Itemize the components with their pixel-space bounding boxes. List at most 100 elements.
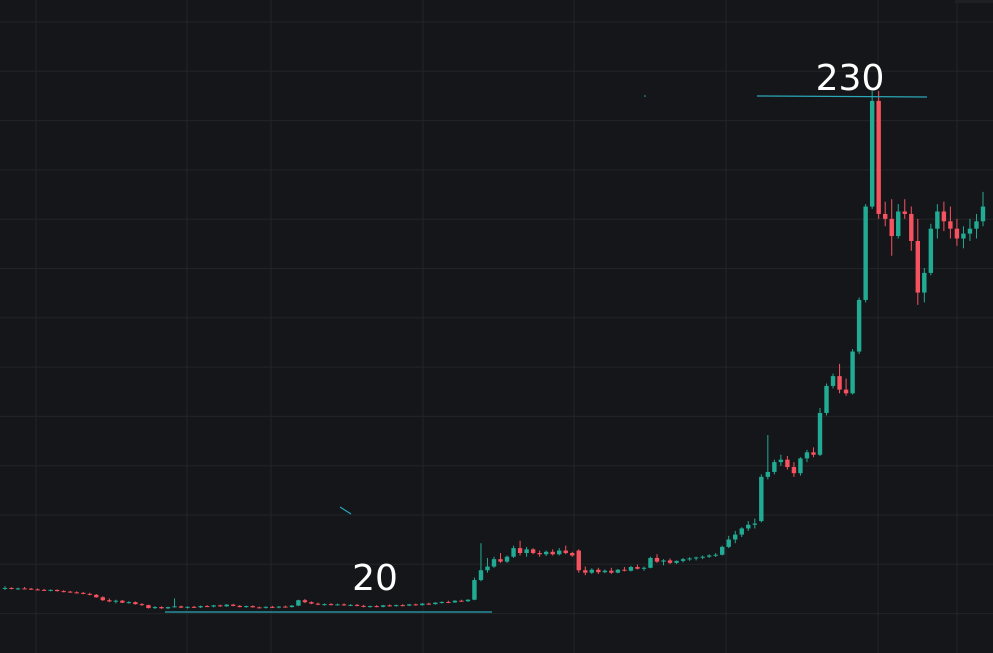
candle-body bbox=[426, 603, 431, 605]
candle-body bbox=[850, 351, 855, 394]
candle-body bbox=[869, 100, 875, 207]
candle-body bbox=[185, 606, 190, 608]
candle-body bbox=[315, 603, 321, 605]
candle-body bbox=[407, 604, 412, 606]
candle-body bbox=[341, 604, 347, 606]
candle-body bbox=[961, 233, 966, 239]
candle-body bbox=[309, 602, 314, 604]
candle-body bbox=[159, 607, 164, 609]
candle-body bbox=[465, 599, 471, 602]
candle-body bbox=[941, 211, 947, 222]
candle-body bbox=[954, 228, 960, 239]
candle-body bbox=[322, 604, 327, 606]
candle-body bbox=[570, 553, 575, 556]
candle-body bbox=[928, 228, 934, 273]
candle-body bbox=[576, 550, 581, 571]
candle-body bbox=[35, 589, 40, 591]
candle-body bbox=[980, 206, 986, 222]
candle-body bbox=[263, 606, 268, 608]
candle-body bbox=[15, 588, 21, 590]
candle-body bbox=[817, 412, 823, 455]
candle-body bbox=[909, 213, 914, 241]
candle-body bbox=[863, 206, 868, 300]
candle-body bbox=[628, 567, 634, 571]
candle-body bbox=[452, 600, 458, 603]
candle-body bbox=[178, 606, 184, 608]
candle-body bbox=[139, 604, 145, 606]
candle-body bbox=[876, 100, 881, 214]
candle-body bbox=[165, 607, 171, 609]
candle-body bbox=[367, 606, 373, 608]
candle-body bbox=[354, 604, 360, 606]
candle-body bbox=[191, 606, 197, 608]
candle-body bbox=[459, 600, 464, 602]
candle-body bbox=[498, 559, 503, 562]
candle-body bbox=[557, 550, 562, 555]
candle-body bbox=[693, 557, 699, 559]
candle-body bbox=[596, 569, 601, 573]
candle-body bbox=[100, 597, 105, 601]
candle-body bbox=[680, 559, 686, 561]
candle-body bbox=[935, 211, 940, 229]
candle-body bbox=[433, 602, 438, 605]
candle-body bbox=[687, 558, 692, 560]
candle-body bbox=[589, 569, 594, 573]
candle-body bbox=[824, 385, 829, 413]
candle-body bbox=[524, 549, 529, 554]
candle-body bbox=[224, 604, 229, 607]
candle-body bbox=[328, 604, 334, 606]
candle-body bbox=[746, 524, 751, 529]
candle-body bbox=[113, 600, 119, 602]
candle-body bbox=[348, 604, 353, 606]
candle-body bbox=[439, 601, 445, 603]
candle-body bbox=[856, 299, 862, 352]
candle-body bbox=[413, 604, 418, 606]
candle-body bbox=[811, 452, 816, 455]
candle-body bbox=[713, 554, 718, 556]
candle-body bbox=[752, 523, 757, 525]
candle-body bbox=[517, 548, 523, 554]
candle-body bbox=[674, 560, 679, 563]
candle-body bbox=[146, 605, 151, 609]
candle-body bbox=[361, 605, 366, 607]
candle-body bbox=[974, 221, 979, 229]
candle-body bbox=[491, 559, 497, 567]
candle-body bbox=[420, 603, 425, 606]
candle-body bbox=[276, 606, 282, 608]
candle-body bbox=[609, 570, 614, 573]
candle-body bbox=[661, 560, 666, 562]
candle-body bbox=[537, 553, 542, 555]
candle-body bbox=[706, 555, 712, 557]
candle-body bbox=[478, 570, 484, 581]
candle-body bbox=[837, 376, 842, 390]
candle-body bbox=[133, 602, 138, 605]
candle-body bbox=[563, 550, 568, 554]
candle-body bbox=[883, 213, 888, 219]
candle-body bbox=[380, 605, 386, 607]
level-line bbox=[756, 95, 928, 98]
candle-body bbox=[302, 600, 308, 603]
candle-body bbox=[198, 606, 203, 608]
candle-body bbox=[948, 221, 953, 229]
candle-body bbox=[759, 476, 764, 522]
candle-body bbox=[720, 546, 725, 555]
candle-body bbox=[400, 605, 405, 607]
candle-body bbox=[283, 606, 288, 608]
candle-body bbox=[74, 592, 79, 594]
candle-body bbox=[641, 567, 647, 569]
candle-body bbox=[667, 560, 673, 563]
candle-body bbox=[54, 589, 60, 592]
candle-body bbox=[772, 462, 777, 472]
candle-body bbox=[543, 551, 549, 555]
toolbar-edge bbox=[955, 0, 993, 3]
candle-body bbox=[257, 607, 262, 609]
candle-body bbox=[172, 606, 177, 608]
candle-body bbox=[896, 211, 901, 237]
candle-body bbox=[700, 556, 705, 558]
candle-body bbox=[726, 539, 731, 547]
candle-body bbox=[335, 604, 340, 606]
candle-body bbox=[22, 588, 27, 590]
candle-body bbox=[733, 534, 738, 540]
